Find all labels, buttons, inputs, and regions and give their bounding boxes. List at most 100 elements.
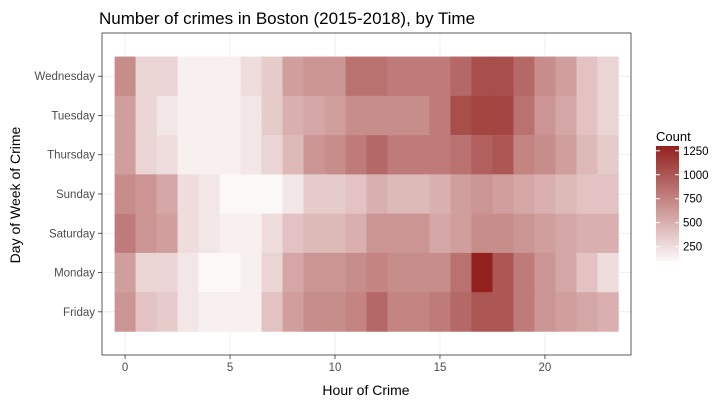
heatmap-cell-saturday-h20: [534, 213, 556, 254]
heatmap-cell-thursday-h0: [114, 135, 136, 175]
heatmap-cell-thursday-h13: [387, 135, 409, 175]
heatmap-cell-wednesday-h5: [219, 56, 241, 97]
heatmap-cell-monday-h3: [177, 252, 199, 293]
heatmap-cell-friday-h18: [492, 292, 514, 332]
heatmap-cell-wednesday-h2: [156, 56, 178, 97]
heatmap-cell-monday-h16: [450, 252, 472, 293]
heatmap-cell-tuesday-h13: [387, 95, 409, 136]
x-tick-label: 5: [227, 362, 233, 374]
chart-title: Number of crimes in Boston (2015-2018), …: [99, 9, 475, 28]
legend-tick-label: 1250: [683, 146, 709, 158]
heatmap-cell-friday-h16: [450, 292, 472, 332]
heatmap-cell-tuesday-h22: [576, 95, 598, 136]
heatmap-cell-tuesday-h6: [240, 95, 262, 136]
heatmap-cell-friday-h20: [534, 292, 556, 332]
heatmap-cell-wednesday-h4: [198, 56, 220, 97]
heatmap-cell-wednesday-h8: [282, 56, 304, 97]
heatmap-cell-monday-h9: [303, 252, 325, 293]
heatmap-cell-saturday-h2: [156, 213, 178, 254]
heatmap-cell-thursday-h10: [324, 135, 346, 175]
heatmap-cell-thursday-h5: [219, 135, 241, 175]
heatmap-cell-thursday-h19: [513, 135, 535, 175]
heatmap-cell-saturday-h22: [576, 213, 598, 254]
heatmap-cell-friday-h6: [240, 292, 262, 332]
heatmap-cell-saturday-h3: [177, 213, 199, 254]
heatmap-cell-saturday-h23: [597, 213, 619, 254]
heatmap-cell-sunday-h2: [156, 174, 178, 214]
heatmap-cell-monday-h17: [471, 252, 493, 293]
heatmap-cell-saturday-h18: [492, 213, 514, 254]
heatmap-cell-monday-h15: [429, 252, 451, 293]
heatmap-cell-monday-h18: [492, 252, 514, 293]
heatmap-cell-friday-h21: [555, 292, 577, 332]
heatmap-cell-wednesday-h11: [345, 56, 367, 97]
heatmap-cell-wednesday-h0: [114, 56, 136, 97]
heatmap-cell-monday-h13: [387, 252, 409, 293]
heatmap-cell-monday-h19: [513, 252, 535, 293]
heatmap-cell-thursday-h20: [534, 135, 556, 175]
heatmap-cell-saturday-h21: [555, 213, 577, 254]
heatmap-cell-saturday-h19: [513, 213, 535, 254]
heatmap-cell-monday-h12: [366, 252, 388, 293]
heatmap-cell-friday-h10: [324, 292, 346, 332]
heatmap-cell-saturday-h5: [219, 213, 241, 254]
heatmap-cell-saturday-h10: [324, 213, 346, 254]
heatmap-cell-saturday-h14: [408, 213, 430, 254]
heatmap-cell-monday-h0: [114, 252, 136, 293]
x-axis-title: Hour of Crime: [322, 382, 409, 398]
legend-colorbar: [656, 146, 679, 261]
heatmap-cell-monday-h10: [324, 252, 346, 293]
heatmap-cell-sunday-h10: [324, 174, 346, 214]
heatmap-cell-tuesday-h4: [198, 95, 220, 136]
heatmap-cell-sunday-h21: [555, 174, 577, 214]
heatmap-cell-monday-h11: [345, 252, 367, 293]
heatmap-cell-tuesday-h1: [135, 95, 157, 136]
heatmap-cell-friday-h17: [471, 292, 493, 332]
legend: Count 250 500 750 1000 1250: [656, 129, 709, 261]
heatmap-cell-thursday-h4: [198, 135, 220, 175]
y-tick-label-tuesday: Tuesday: [51, 110, 95, 122]
y-tick-label-friday: Friday: [63, 307, 95, 319]
heatmap-cell-wednesday-h13: [387, 56, 409, 97]
heatmap-cell-thursday-h12: [366, 135, 388, 175]
heatmap-cell-friday-h9: [303, 292, 325, 332]
heatmap-cell-wednesday-h3: [177, 56, 199, 97]
heatmap-cell-friday-h1: [135, 292, 157, 332]
heatmap-cell-tuesday-h11: [345, 95, 367, 136]
heatmap-cell-saturday-h4: [198, 213, 220, 254]
heatmap-cell-wednesday-h16: [450, 56, 472, 97]
heatmap-cell-thursday-h9: [303, 135, 325, 175]
heatmap-cell-monday-h4: [198, 252, 220, 293]
heatmap-cell-thursday-h18: [492, 135, 514, 175]
x-tick-label: 0: [122, 362, 128, 374]
heatmap-cell-sunday-h16: [450, 174, 472, 214]
heatmap-cell-tuesday-h9: [303, 95, 325, 136]
heatmap-cell-tuesday-h19: [513, 95, 535, 136]
heatmap-cell-thursday-h22: [576, 135, 598, 175]
heatmap-cell-monday-h8: [282, 252, 304, 293]
heatmap-cell-friday-h14: [408, 292, 430, 332]
heatmap-cell-saturday-h7: [261, 213, 283, 254]
heatmap-cell-tuesday-h23: [597, 95, 619, 136]
heatmap-cell-friday-h15: [429, 292, 451, 332]
heatmap-cell-wednesday-h14: [408, 56, 430, 97]
heatmap-cell-sunday-h8: [282, 174, 304, 214]
heatmap-cell-tuesday-h0: [114, 95, 136, 136]
x-tick-label: 15: [434, 362, 447, 374]
heatmap-cell-friday-h19: [513, 292, 535, 332]
heatmap-cell-friday-h22: [576, 292, 598, 332]
heatmap-cell-wednesday-h18: [492, 56, 514, 97]
heatmap-cell-sunday-h19: [513, 174, 535, 214]
heatmap-cell-wednesday-h12: [366, 56, 388, 97]
heatmap-cell-sunday-h11: [345, 174, 367, 214]
heatmap-cell-saturday-h15: [429, 213, 451, 254]
heatmap-cell-tuesday-h12: [366, 95, 388, 136]
heatmap-cell-saturday-h0: [114, 213, 136, 254]
heatmap-cell-tuesday-h21: [555, 95, 577, 136]
y-axis-title: Day of Week of Crime: [7, 126, 23, 263]
heatmap-cell-sunday-h17: [471, 174, 493, 214]
heatmap-cell-saturday-h9: [303, 213, 325, 254]
y-tick-label-saturday: Saturday: [49, 228, 95, 240]
